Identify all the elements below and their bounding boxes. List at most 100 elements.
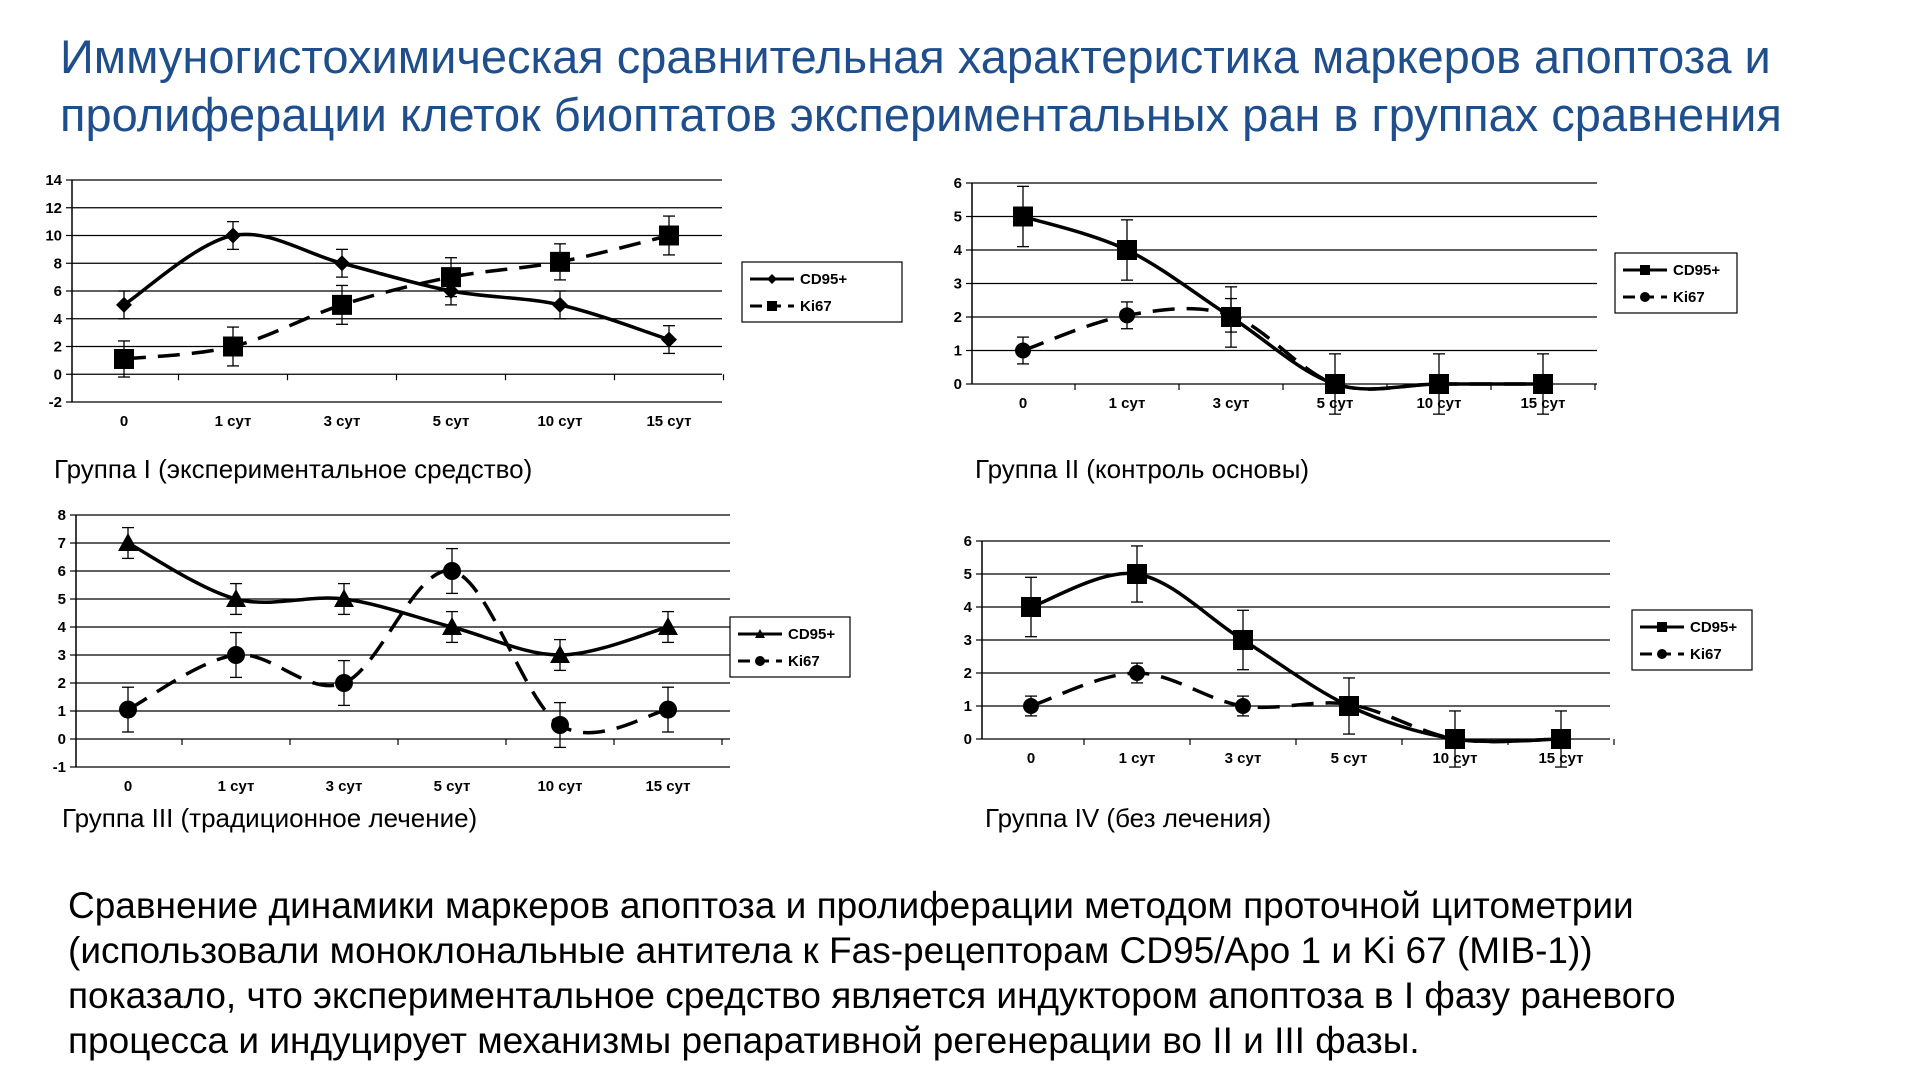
y-tick-label: 2 [54, 339, 62, 356]
x-tick-label: 10 сут [537, 778, 582, 795]
legend: CD95+ Ki67 [1631, 609, 1753, 671]
data-point [1119, 307, 1135, 324]
x-tick-label: 0 [124, 778, 132, 795]
data-point [223, 336, 243, 357]
y-tick-label: 6 [54, 283, 62, 300]
legend-label: Ki67 [1690, 646, 1722, 663]
y-tick-label: 4 [964, 599, 973, 616]
slide-title: Иммуногистохимическая сравнительная хара… [60, 28, 1910, 144]
x-tick-label: 3 сут [324, 413, 361, 430]
y-tick-label: 4 [954, 242, 963, 259]
legend-marker [1640, 265, 1650, 275]
data-point [1129, 665, 1145, 681]
data-point [116, 296, 132, 313]
legend: CD95+ Ki67 [1614, 252, 1738, 314]
data-point [443, 562, 461, 580]
series-ki67 [114, 215, 679, 378]
data-point [225, 227, 241, 244]
series-line [1022, 306, 1543, 391]
y-tick-label: 14 [45, 172, 62, 189]
x-tick-label: 1 сут [1109, 395, 1146, 412]
data-point [1535, 376, 1551, 392]
series-line [123, 232, 670, 342]
caption-group-4: Группа IV (без лечения) [985, 803, 1272, 833]
legend-marker [755, 629, 765, 638]
slide-title-line-2: пролиферации клеток биоптатов эксперимен… [60, 88, 1782, 141]
y-tick-label: 3 [58, 647, 66, 664]
x-tick-label: 10 сут [537, 413, 582, 430]
series-cd95 [1021, 545, 1571, 768]
legend-marker [1657, 649, 1667, 659]
data-point [119, 700, 137, 719]
data-point [552, 296, 568, 313]
data-point [118, 533, 138, 551]
legend-label: Ki67 [788, 653, 820, 670]
y-tick-label: 0 [954, 376, 962, 393]
legend-label: Ki67 [1673, 289, 1705, 306]
x-tick-label: 15 сут [645, 778, 690, 795]
series-ki67 [1015, 297, 1551, 392]
y-tick-label: 3 [954, 276, 962, 293]
series-line [1030, 671, 1562, 744]
y-tick-label: 8 [54, 255, 62, 272]
legend-marker [767, 301, 777, 311]
y-tick-label: 1 [954, 343, 962, 360]
legend-label: CD95+ [788, 626, 835, 643]
series-cd95 [1013, 185, 1553, 415]
y-tick-label: 0 [54, 366, 62, 383]
y-tick-label: 2 [58, 675, 66, 692]
legend-marker [767, 274, 777, 284]
data-point [334, 589, 354, 607]
data-point [661, 331, 677, 348]
data-point [334, 255, 350, 272]
y-tick-label: 5 [964, 566, 972, 583]
y-tick-label: 7 [58, 535, 66, 552]
y-tick-label: -1 [53, 759, 66, 776]
legend-label: CD95+ [800, 271, 847, 288]
y-tick-label: 5 [58, 591, 66, 608]
data-point [226, 589, 246, 607]
data-point [1223, 307, 1239, 324]
x-tick-label: 15 сут [646, 413, 691, 430]
legend-label: CD95+ [1673, 262, 1720, 279]
x-tick-label: 1 сут [218, 778, 255, 795]
legend-label: Ki67 [800, 298, 832, 315]
data-point [1117, 240, 1137, 260]
chart-group-1: -2 0 2 4 6 8 10 12 14 0 1 сут 3 сут 5 сут 10 сут 15 су… [45, 172, 903, 430]
legend-box [741, 261, 903, 323]
y-tick-label: 8 [58, 507, 66, 524]
summary-text: Сравнение динамики маркеров апоптоза и п… [68, 883, 1868, 1063]
legend-marker [755, 656, 765, 666]
data-point [1341, 696, 1357, 713]
data-point [1447, 731, 1463, 747]
data-point [1553, 731, 1569, 747]
series-cd95 [116, 220, 677, 355]
y-tick-label: 6 [58, 563, 66, 580]
y-tick-label: 4 [58, 619, 67, 636]
legend-label: CD95+ [1690, 619, 1737, 636]
x-tick-label: 1 сут [1119, 750, 1156, 767]
x-tick-label: 5 сут [433, 413, 470, 430]
series-line [1030, 571, 1562, 744]
legend: CD95+ Ki67 [741, 261, 903, 323]
data-point [1327, 376, 1343, 392]
y-tick-label: 10 [45, 228, 62, 245]
series-line [1022, 214, 1543, 391]
data-point [1233, 630, 1253, 650]
data-point [659, 700, 677, 719]
legend-marker [1640, 292, 1650, 302]
summary-line-1: Сравнение динамики маркеров апоптоза и п… [68, 885, 1634, 926]
y-tick-label: 1 [58, 703, 66, 720]
data-point [332, 294, 352, 315]
caption-group-2: Группа II (контроль основы) [975, 454, 1310, 484]
y-tick-label: 5 [954, 209, 962, 226]
legend: CD95+ Ki67 [729, 616, 851, 678]
data-point [1015, 342, 1031, 359]
data-point [551, 716, 569, 734]
caption-group-1: Группа I (экспериментальное средство) [54, 454, 533, 484]
x-tick-label: 0 [1019, 395, 1027, 412]
chart-group-3: -1 0 1 2 3 4 5 6 7 8 0 1 сут 3 сут 5 сут 10 сут 15 сут C… [53, 507, 851, 795]
x-tick-label: 1 сут [215, 413, 252, 430]
